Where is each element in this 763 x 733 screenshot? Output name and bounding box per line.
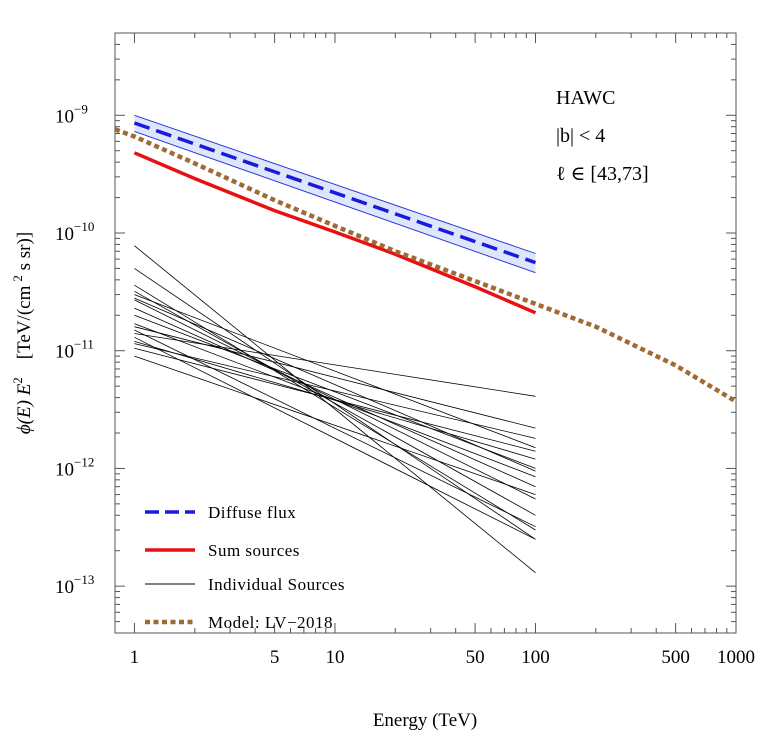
- series-sum-sources: [133, 151, 537, 315]
- y-axis-title-base: ϕ(E) E: [14, 383, 35, 434]
- legend-label-3: Model: LV−2018: [208, 613, 333, 632]
- y-tick-mantissa: 10: [55, 459, 74, 480]
- y-tick-label: 10−12: [55, 454, 94, 480]
- x-tick-label: 50: [466, 647, 485, 668]
- x-tick-label: 5: [270, 647, 280, 668]
- x-axis-title: Energy (TeV): [373, 710, 477, 731]
- y-tick-label: 10−10: [55, 219, 94, 245]
- y-tick-label: 10−9: [55, 101, 88, 127]
- individual-source-line: [134, 307, 536, 488]
- individual-source-line: [134, 268, 536, 540]
- y-axis-title-units-close: s sr)]: [14, 232, 35, 275]
- legend-label-0: Diffuse flux: [208, 503, 296, 522]
- y-tick-label: 10−13: [55, 572, 94, 598]
- y-axis-title: ϕ(E) E2[TeV/(cm2 s sr)]: [10, 232, 35, 434]
- y-tick-exponent: −12: [74, 454, 94, 469]
- annotation-0: HAWC: [556, 87, 616, 109]
- y-tick-mantissa: 10: [55, 342, 74, 363]
- y-tick-exponent: −10: [74, 219, 94, 234]
- y-axis-title-base-sup: 2: [10, 377, 25, 384]
- individual-source-line: [134, 333, 536, 397]
- y-tick-mantissa: 10: [55, 106, 74, 127]
- legend-label-1: Sum sources: [208, 541, 300, 560]
- individual-source-line: [134, 336, 536, 540]
- individual-source-line: [134, 343, 536, 439]
- x-tick-label: 100: [521, 647, 550, 668]
- y-tick-label: 10−11: [55, 337, 94, 363]
- diffuse-band-upper: [134, 114, 536, 254]
- annotation-2: ℓ ∈ [43,73]: [556, 163, 649, 185]
- y-axis-title-units-sup: 2: [10, 275, 25, 282]
- individual-source-line: [134, 290, 536, 516]
- plot-frame: [114, 32, 737, 634]
- series-diffuse-flux: [133, 121, 537, 265]
- individual-source-line: [134, 326, 536, 429]
- annotations: HAWC |b| < 4 ℓ ∈ [43,73]: [556, 87, 649, 185]
- y-axis-title-units-open: [TeV/(cm: [14, 285, 35, 359]
- y-tick-exponent: −11: [74, 337, 94, 352]
- individual-source-line: [134, 355, 536, 495]
- y-tick-mantissa: 10: [55, 577, 74, 598]
- x-tick-label: 1: [130, 647, 140, 668]
- individual-source-line: [134, 329, 536, 528]
- diffuse-band-lower: [134, 130, 536, 274]
- individual-source-line: [134, 347, 536, 452]
- plot-area: [115, 114, 736, 574]
- individual-source-line: [134, 341, 536, 460]
- x-tick-label: 1000: [717, 647, 755, 668]
- legend-label-2: Individual Sources: [208, 575, 345, 594]
- y-tick-mantissa: 10: [55, 224, 74, 245]
- x-tick-label: 10: [325, 647, 344, 668]
- individual-source-line: [134, 297, 536, 472]
- legend: Diffuse flux Sum sources Individual Source…: [145, 503, 345, 632]
- individual-source-line: [134, 245, 536, 574]
- x-tick-label: 500: [661, 647, 690, 668]
- individual-source-line: [134, 284, 536, 531]
- individual-source-line: [134, 314, 536, 469]
- y-tick-exponent: −13: [74, 572, 94, 587]
- y-tick-exponent: −9: [74, 101, 88, 116]
- individual-source-line: [134, 294, 536, 449]
- annotation-1: |b| < 4: [556, 125, 605, 147]
